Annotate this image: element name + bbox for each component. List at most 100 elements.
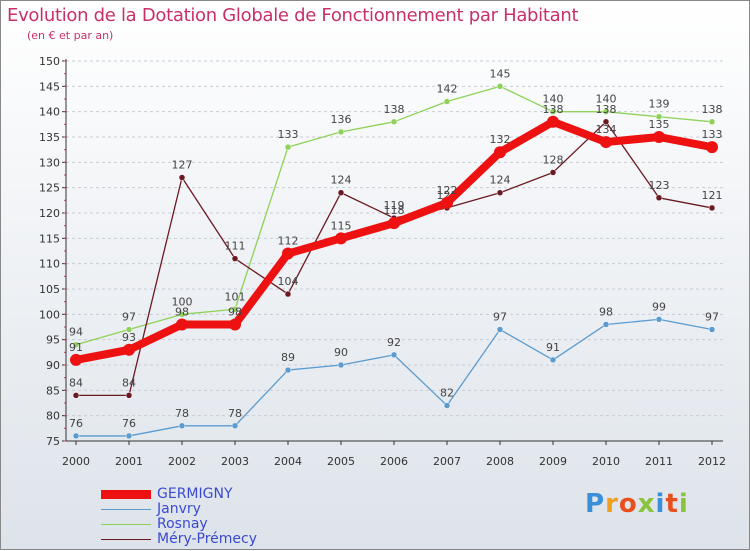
data-label-janvry-2001: 76 [122, 417, 136, 430]
x-tick-label-2009: 2009 [539, 455, 567, 468]
x-tick-label-2002: 2002 [168, 455, 196, 468]
data-label-rosnay-2005: 136 [331, 113, 352, 126]
logo-letter: x [637, 489, 656, 519]
legend: GERMIGNY Janvry Rosnay Méry-Prémecy [101, 487, 257, 547]
point-rosnay-2002 [178, 311, 186, 318]
point-m-ry-pr-mecy-2009 [549, 169, 557, 176]
y-tick-label-95: 95 [46, 334, 60, 347]
legend-label-janvry: Janvry [157, 501, 201, 517]
point-germigny-2000 [70, 353, 82, 366]
data-label-m-ry-pr-mecy-2001: 84 [122, 376, 136, 389]
data-label-rosnay-2003: 101 [225, 290, 246, 303]
y-tick-label-80: 80 [46, 410, 60, 423]
data-label-janvry-2005: 90 [334, 346, 348, 359]
point-m-ry-pr-mecy-2001 [125, 392, 133, 399]
point-rosnay-2003 [231, 306, 239, 313]
point-janvry-2008 [496, 326, 504, 333]
point-germigny-2009 [547, 115, 559, 128]
logo-letter: t [665, 489, 679, 519]
data-label-janvry-2007: 82 [440, 387, 454, 400]
data-label-rosnay-2009: 140 [543, 93, 564, 106]
point-rosnay-2006 [390, 118, 398, 126]
proxiti-logo: Proxiti [585, 489, 689, 519]
data-label-rosnay-2012: 138 [702, 103, 723, 116]
logo-letter: P [585, 489, 606, 519]
point-m-ry-pr-mecy-2011 [655, 194, 663, 202]
y-tick-label-140: 140 [39, 106, 60, 119]
x-tick-label-2011: 2011 [645, 455, 673, 468]
data-label-germigny-2010: 134 [596, 123, 617, 136]
point-janvry-2007 [443, 402, 451, 409]
data-label-janvry-2010: 98 [599, 305, 613, 318]
point-rosnay-2011 [655, 113, 663, 120]
legend-item-mery-premecy: Méry-Prémecy [101, 532, 257, 547]
point-janvry-2003 [231, 422, 239, 430]
point-m-ry-pr-mecy-2005 [337, 189, 345, 196]
point-janvry-2010 [602, 321, 610, 328]
data-label-m-ry-pr-mecy-2010: 138 [596, 103, 617, 116]
data-label-rosnay-2000: 94 [69, 326, 83, 339]
point-janvry-2009 [549, 356, 557, 364]
data-label-germigny-2006: 118 [384, 204, 405, 217]
point-janvry-2006 [390, 351, 398, 359]
data-label-germigny-2002: 98 [175, 305, 189, 318]
point-germigny-2011 [653, 131, 665, 143]
chart-title: Evolution de la Dotation Globale de Fonc… [7, 5, 579, 26]
data-label-rosnay-2010: 140 [596, 93, 617, 106]
point-janvry-2002 [178, 422, 186, 430]
point-germigny-2003 [229, 318, 241, 331]
y-tick-label-115: 115 [39, 232, 60, 245]
data-label-m-ry-pr-mecy-2006: 119 [384, 199, 405, 212]
y-tick-label-150: 150 [39, 55, 60, 68]
y-tick-label-75: 75 [46, 435, 60, 448]
y-tick-label-145: 145 [39, 80, 60, 93]
point-janvry-2000 [72, 432, 80, 440]
point-m-ry-pr-mecy-2002 [178, 174, 186, 181]
point-rosnay-2010 [602, 108, 610, 115]
data-label-m-ry-pr-mecy-2008: 124 [490, 174, 511, 187]
point-rosnay-2012 [708, 118, 716, 126]
x-tick-label-2000: 2000 [62, 455, 90, 468]
data-label-germigny-2004: 112 [278, 235, 299, 248]
data-label-m-ry-pr-mecy-2002: 127 [172, 159, 193, 172]
data-label-m-ry-pr-mecy-2003: 111 [225, 240, 246, 253]
data-label-germigny-2000: 91 [69, 341, 83, 354]
legend-swatch-rosnay [101, 523, 151, 526]
point-janvry-2004 [284, 366, 292, 374]
data-label-rosnay-2004: 133 [278, 128, 299, 141]
point-m-ry-pr-mecy-2000 [72, 392, 80, 399]
point-rosnay-2000 [72, 341, 80, 348]
point-m-ry-pr-mecy-2004 [284, 290, 292, 298]
legend-swatch-janvry [101, 508, 151, 511]
data-label-germigny-2008: 132 [490, 133, 511, 146]
point-rosnay-2009 [549, 108, 557, 115]
data-label-rosnay-2011: 139 [649, 98, 670, 111]
chart-subtitle: (en € et par an) [27, 29, 114, 42]
legend-label-mery-premecy: Méry-Prémecy [157, 531, 258, 547]
point-janvry-2012 [708, 326, 716, 333]
legend-label-rosnay: Rosnay [157, 516, 208, 532]
point-germigny-2008 [494, 146, 506, 159]
data-label-janvry-2004: 89 [281, 351, 295, 364]
data-label-janvry-2006: 92 [387, 336, 401, 349]
x-tick-label-2003: 2003 [221, 455, 249, 468]
legend-swatch-germigny [101, 490, 151, 499]
y-tick-label-135: 135 [39, 131, 60, 144]
legend-swatch-mery-premecy [101, 538, 151, 541]
logo-letter: i [655, 489, 666, 519]
point-germigny-2002 [176, 318, 188, 331]
x-tick-label-2008: 2008 [486, 455, 514, 468]
point-rosnay-2001 [125, 326, 133, 333]
logo-letter: i [678, 489, 689, 519]
point-germigny-2005 [335, 232, 347, 245]
legend-item-janvry: Janvry [101, 502, 257, 517]
data-label-m-ry-pr-mecy-2005: 124 [331, 174, 352, 187]
y-tick-label-100: 100 [39, 308, 60, 321]
data-label-rosnay-2002: 100 [172, 295, 193, 308]
point-rosnay-2004 [284, 143, 292, 151]
point-germigny-2004 [282, 247, 294, 260]
data-label-m-ry-pr-mecy-2011: 123 [649, 179, 670, 192]
data-label-janvry-2000: 76 [69, 417, 83, 430]
data-label-germigny-2009: 138 [543, 103, 564, 116]
point-janvry-2001 [125, 432, 133, 440]
